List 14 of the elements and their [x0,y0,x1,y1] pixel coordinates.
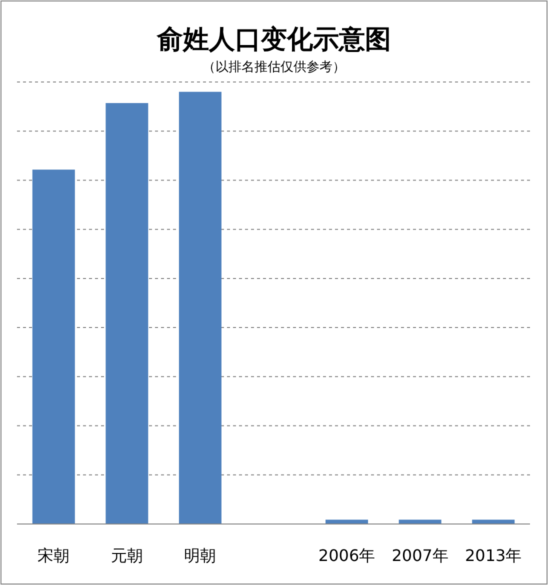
bar [472,520,515,524]
x-tick-label: 2006年 [318,546,376,565]
x-tick-label: 宋朝 [38,546,70,565]
chart-title: 俞姓人口变化示意图 [156,25,391,55]
x-tick-label: 2007年 [392,546,448,565]
bar [398,520,442,524]
x-tick-label: 明朝 [184,546,216,565]
bar [178,92,222,524]
bar [32,170,75,524]
bar [326,520,368,524]
bar [106,103,148,524]
x-tick-label: 元朝 [110,546,143,565]
chart-subtitle: （以排名推估仅供参考） [202,60,346,75]
x-tick-label: 2013年 [465,546,522,565]
